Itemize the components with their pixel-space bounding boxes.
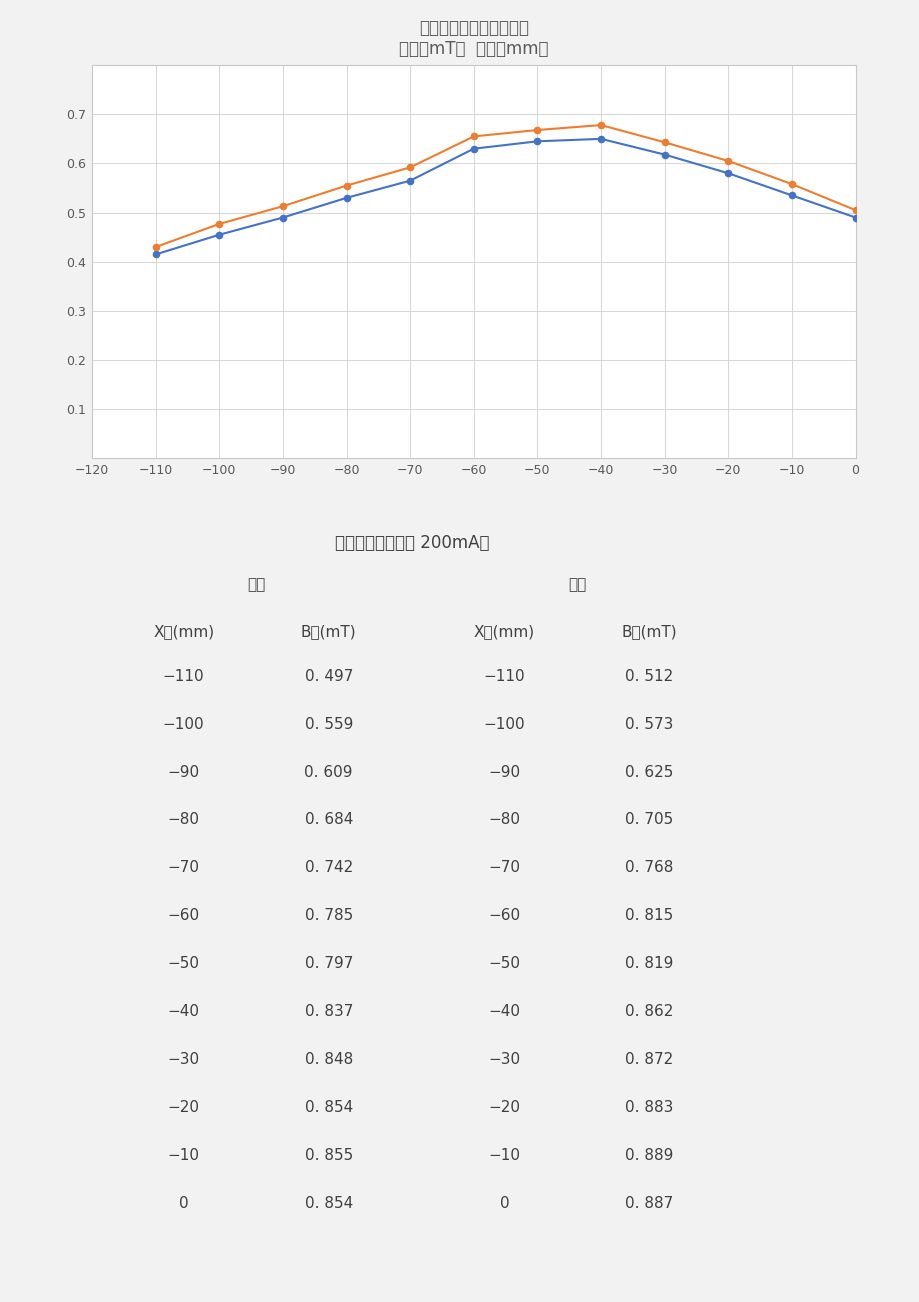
Text: X／(mm): X／(mm): [153, 624, 214, 639]
Text: 实测: 实测: [247, 577, 265, 592]
Text: −60: −60: [488, 909, 520, 923]
Text: 0. 559: 0. 559: [304, 716, 353, 732]
理论: [213, 227, 224, 242]
Text: 0. 797: 0. 797: [304, 956, 353, 971]
Text: −90: −90: [488, 764, 520, 780]
Text: −110: −110: [163, 669, 204, 684]
实验: [213, 216, 224, 232]
Line: 理论: 理论: [153, 135, 857, 258]
Text: 0. 512: 0. 512: [625, 669, 673, 684]
理论: [278, 210, 289, 225]
Text: 0. 855: 0. 855: [304, 1148, 353, 1163]
理论: [849, 210, 860, 225]
Text: −50: −50: [488, 956, 520, 971]
Text: 0. 625: 0. 625: [625, 764, 673, 780]
Text: 0. 815: 0. 815: [625, 909, 673, 923]
Text: −60: −60: [167, 909, 199, 923]
Text: 0. 887: 0. 887: [625, 1195, 673, 1211]
Text: −20: −20: [167, 1100, 199, 1115]
Text: 0. 609: 0. 609: [304, 764, 353, 780]
理论: [786, 187, 797, 203]
理论: [722, 165, 733, 181]
理论: [404, 173, 415, 189]
Text: 0. 862: 0. 862: [625, 1004, 673, 1019]
实验: [468, 129, 479, 145]
理论: [658, 147, 669, 163]
实验: [531, 122, 542, 138]
理论: [531, 134, 542, 150]
Text: −110: −110: [483, 669, 525, 684]
实验: [595, 117, 606, 133]
Text: 理论: 理论: [567, 577, 585, 592]
实验: [786, 176, 797, 191]
实验: [658, 134, 669, 150]
实验: [278, 198, 289, 214]
Text: 0. 684: 0. 684: [304, 812, 353, 828]
Text: −50: −50: [167, 956, 199, 971]
Text: 0. 742: 0. 742: [304, 861, 353, 875]
Line: 实验: 实验: [153, 122, 857, 250]
实验: [341, 178, 352, 194]
Text: −40: −40: [488, 1004, 520, 1019]
理论: [150, 246, 161, 262]
Text: −70: −70: [488, 861, 520, 875]
Text: −30: −30: [167, 1052, 199, 1068]
Text: −10: −10: [488, 1148, 520, 1163]
Text: 0. 854: 0. 854: [304, 1100, 353, 1115]
Text: 0: 0: [178, 1195, 188, 1211]
Text: 0: 0: [499, 1195, 508, 1211]
Text: 0. 854: 0. 854: [304, 1195, 353, 1211]
Text: 0. 497: 0. 497: [304, 669, 353, 684]
Text: 0. 819: 0. 819: [625, 956, 673, 971]
Text: −10: −10: [167, 1148, 199, 1163]
Text: −90: −90: [167, 764, 199, 780]
Text: 0. 573: 0. 573: [625, 716, 673, 732]
实验: [849, 202, 860, 217]
Text: 0. 768: 0. 768: [625, 861, 673, 875]
实验: [150, 240, 161, 255]
理论: [341, 190, 352, 206]
Text: 0. 837: 0. 837: [304, 1004, 353, 1019]
Text: 双线圈（稳定电流 200mA）: 双线圈（稳定电流 200mA）: [335, 534, 490, 552]
Text: −70: −70: [167, 861, 199, 875]
Text: −40: −40: [167, 1004, 199, 1019]
理论: [595, 132, 606, 147]
实验: [722, 154, 733, 169]
Text: −100: −100: [163, 716, 204, 732]
实验: [404, 160, 415, 176]
Text: X／(mm): X／(mm): [473, 624, 534, 639]
Text: 0. 889: 0. 889: [625, 1148, 673, 1163]
Text: 0. 872: 0. 872: [625, 1052, 673, 1068]
Text: 0. 848: 0. 848: [304, 1052, 353, 1068]
Text: B／(mT): B／(mT): [621, 624, 676, 639]
Text: −80: −80: [488, 812, 520, 828]
Text: 0. 705: 0. 705: [625, 812, 673, 828]
Text: −20: −20: [488, 1100, 520, 1115]
Text: −80: −80: [167, 812, 199, 828]
Text: −100: −100: [483, 716, 525, 732]
Text: −30: −30: [488, 1052, 520, 1068]
理论: [468, 141, 479, 156]
Text: B／(mT): B／(mT): [301, 624, 357, 639]
Text: 0. 883: 0. 883: [625, 1100, 673, 1115]
Text: 0. 785: 0. 785: [304, 909, 353, 923]
Title: 磁场分布（单匝左线圈）
磁场（mT）  距离（mm）: 磁场分布（单匝左线圈） 磁场（mT） 距离（mm）: [399, 20, 548, 59]
